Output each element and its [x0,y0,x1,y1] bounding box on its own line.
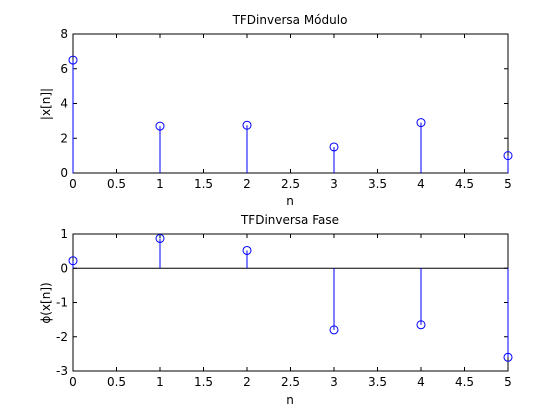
phase-x-ticks: 0 0.5 1 1.5 2 2.5 3 3.5 4 4.5 5 [69,234,512,389]
magnitude-stems [68,55,513,173]
magnitude-stem-marker [503,151,513,161]
phase-x-tick-label: 4.5 [455,375,474,389]
phase-axes-box [72,233,509,372]
phase-x-tick-label: 3.5 [368,375,387,389]
phase-x-tick-label: 2.5 [281,375,300,389]
magnitude-x-tick-label: 3 [330,177,338,191]
phase-stem-marker [503,352,513,362]
phase-stem-marker [68,256,78,266]
phase-y-tick-label: 1 [60,227,68,241]
phase-x-tick-label: 5 [504,375,512,389]
magnitude-subplot: TFDinversa Módulo 0 0.5 1 1.5 2 2.5 3 3.5 4 4.5 5 … [39,13,513,208]
magnitude-y-axis-label: |x[n]| [39,88,53,120]
magnitude-y-tick-label: 4 [60,97,68,111]
magnitude-stem-marker [155,121,165,131]
phase-title: TFDinversa Fase [240,213,339,227]
magnitude-y-tick-label: 6 [60,62,68,76]
magnitude-x-tick-label: 5 [504,177,512,191]
phase-stem-marker [242,245,252,255]
phase-stem-marker [155,233,165,243]
magnitude-stem-marker [242,120,252,130]
magnitude-y-ticks: 0 2 4 6 8 [60,27,508,180]
phase-x-tick-label: 1.5 [194,375,213,389]
magnitude-stem-marker [329,142,339,152]
magnitude-x-tick-label: 1.5 [194,177,213,191]
phase-x-tick-label: 2 [243,375,251,389]
phase-x-tick-label: 4 [417,375,425,389]
phase-stem-marker [329,325,339,335]
magnitude-x-tick-label: 1 [156,177,164,191]
magnitude-x-tick-label: 0.5 [107,177,126,191]
phase-y-tick-label: -1 [56,296,68,310]
phase-y-tick-label: 0 [60,261,68,275]
magnitude-x-axis-label: n [286,194,294,208]
phase-y-tick-label: -2 [56,330,68,344]
magnitude-y-tick-label: 0 [60,166,68,180]
magnitude-stem-marker [416,118,426,128]
magnitude-x-ticks: 0 0.5 1 1.5 2 2.5 3 3.5 4 4.5 5 [69,34,512,191]
phase-x-axis-label: n [286,393,294,407]
magnitude-x-tick-label: 3.5 [368,177,387,191]
phase-subplot: TFDinversa Fase 0 0.5 1 1.5 2 2.5 3 3.5 4 4.5 5 -3… [39,213,513,407]
phase-y-tick-label: -3 [56,364,68,378]
magnitude-title: TFDinversa Módulo [232,13,348,27]
magnitude-y-tick-label: 8 [60,27,68,41]
magnitude-x-tick-label: 2 [243,177,251,191]
phase-stem-marker [416,320,426,330]
magnitude-x-tick-label: 4.5 [455,177,474,191]
magnitude-x-tick-label: 0 [69,177,77,191]
phase-x-tick-label: 3 [330,375,338,389]
magnitude-stem-marker [68,55,78,65]
magnitude-y-tick-label: 2 [60,131,68,145]
phase-x-tick-label: 0 [69,375,77,389]
phase-y-axis-label: ϕ(x[n]) [39,282,53,323]
magnitude-axes-box [72,33,509,174]
magnitude-x-tick-label: 2.5 [281,177,300,191]
phase-stems [68,233,513,362]
phase-x-tick-label: 0.5 [107,375,126,389]
phase-x-tick-label: 1 [156,375,164,389]
magnitude-x-tick-label: 4 [417,177,425,191]
